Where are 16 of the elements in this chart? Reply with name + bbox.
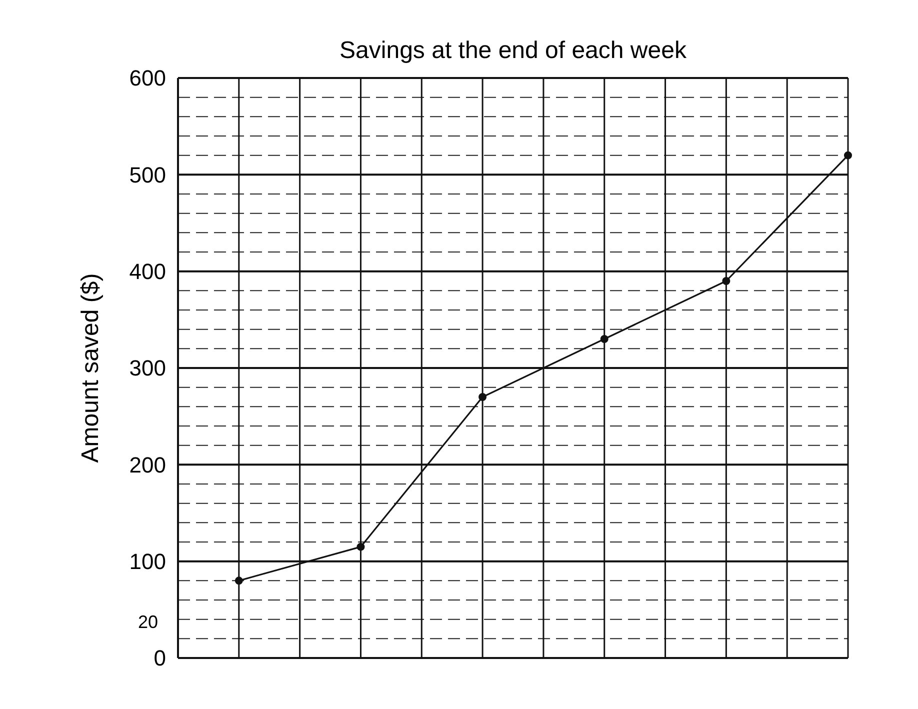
y-tick-label: 600 — [129, 66, 166, 91]
y-tick-label: 400 — [129, 259, 166, 284]
point — [844, 151, 852, 160]
chart-title: Savings at the end of each week — [340, 37, 688, 64]
point — [600, 335, 608, 343]
y-tick-label: 0 — [154, 646, 166, 671]
point — [234, 576, 243, 585]
y-axis-title: Amount saved ($) — [77, 273, 104, 463]
y-tick-label: 200 — [129, 452, 166, 478]
y-tick-label: 500 — [129, 162, 166, 188]
point — [478, 393, 487, 401]
point — [722, 277, 730, 285]
y-tick-label: 100 — [129, 549, 166, 574]
point — [356, 542, 365, 551]
text: 20 — [138, 612, 158, 632]
y-tick-label: 300 — [129, 356, 166, 381]
